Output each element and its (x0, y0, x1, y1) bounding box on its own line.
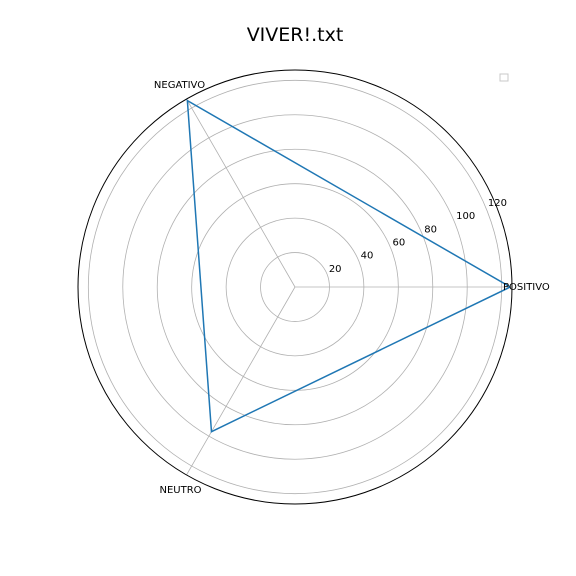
series-line-0 (186, 99, 511, 433)
radial-tick-label: 120 (488, 198, 507, 209)
series-layer (186, 99, 511, 433)
chart-title: VIVER!.txt (247, 24, 344, 46)
grid-layer (77, 69, 513, 505)
legend-box (499, 73, 509, 82)
category-label-negativo: NEGATIVO (154, 80, 205, 91)
label-layer: 20 40 60 80 100 120 POSITIVO NEGATIVO NEUTRO (154, 80, 550, 496)
radial-tick-label: 20 (329, 264, 342, 275)
radial-tick-label: 60 (392, 237, 405, 248)
radial-tick-label: 40 (361, 251, 374, 262)
radial-tick-label: 80 (424, 224, 437, 235)
category-label-neutro: NEUTRO (159, 485, 201, 496)
radial-tick-label: 100 (456, 211, 475, 222)
polar-frame (77, 69, 513, 505)
category-label-positivo: POSITIVO (503, 282, 550, 293)
spoke-neutro (186, 286, 296, 476)
spoke-negativo (186, 98, 296, 288)
